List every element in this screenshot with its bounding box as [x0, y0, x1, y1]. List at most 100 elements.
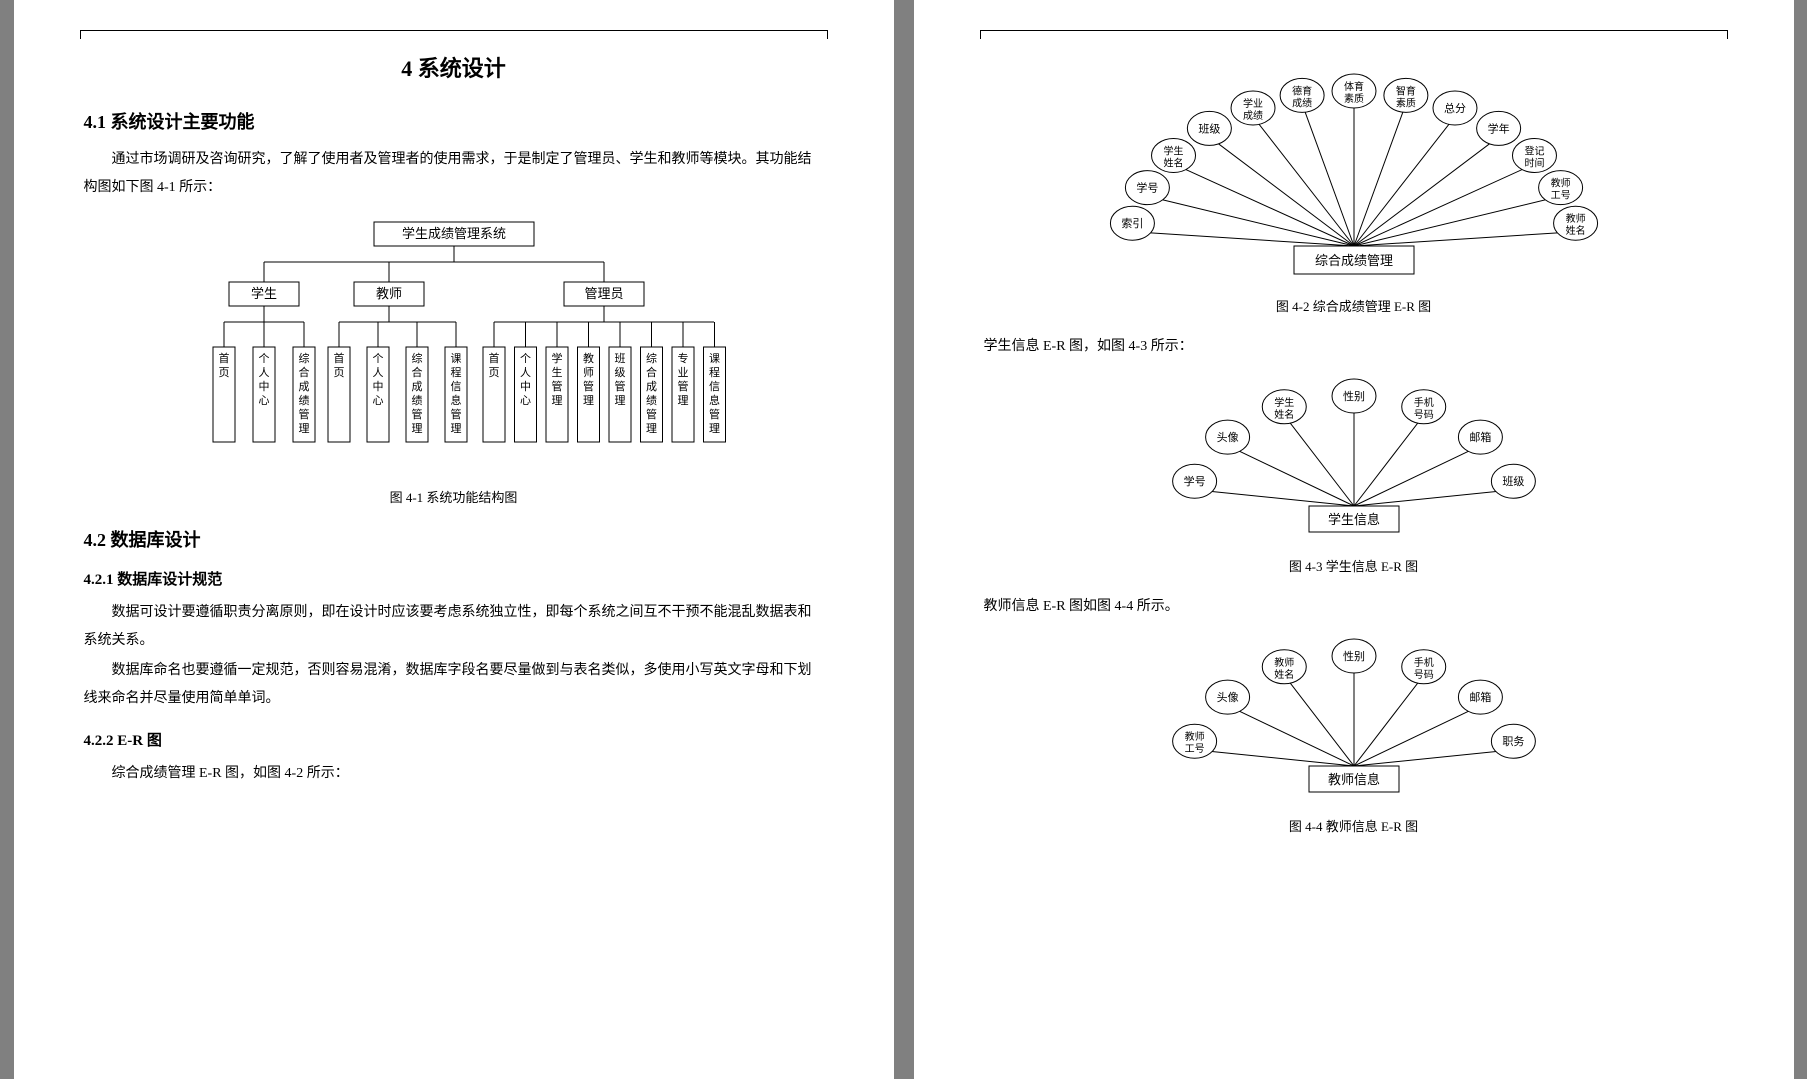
svg-text:教师: 教师: [1274, 656, 1294, 669]
svg-text:页: 页: [488, 367, 499, 379]
svg-text:程: 程: [709, 366, 720, 379]
svg-text:工号: 工号: [1184, 743, 1204, 755]
svg-text:首: 首: [488, 351, 499, 365]
figure-4-3-caption: 图 4-3 学生信息 E-R 图: [984, 556, 1724, 575]
svg-text:绩: 绩: [411, 394, 422, 407]
svg-text:专: 专: [677, 351, 688, 365]
svg-text:成绩: 成绩: [1292, 96, 1312, 109]
svg-text:理: 理: [709, 422, 720, 435]
svg-text:教师: 教师: [1550, 177, 1570, 190]
er-4-3-center: 学生信息: [1309, 506, 1399, 532]
para-4-2-1b: 数据库命名也要遵循一定规范，否则容易混淆，数据库字段名要尽量做到与表名类似，多使…: [84, 657, 824, 713]
svg-text:理: 理: [614, 394, 625, 407]
section-4-1: 4.1 系统设计主要功能: [84, 108, 824, 134]
svg-text:学: 学: [551, 351, 562, 365]
tree-node-teacher: 教师: [354, 282, 424, 306]
svg-text:职务: 职务: [1502, 735, 1524, 748]
svg-text:素质: 素质: [1395, 96, 1415, 109]
svg-text:手机: 手机: [1413, 656, 1433, 669]
svg-text:教师: 教师: [1565, 212, 1585, 225]
svg-text:业: 业: [677, 366, 688, 379]
svg-text:索引: 索引: [1121, 216, 1143, 230]
figure-4-4-caption: 图 4-4 教师信息 E-R 图: [984, 816, 1724, 835]
svg-text:管理员: 管理员: [584, 286, 623, 301]
svg-text:管: 管: [298, 407, 309, 421]
svg-text:管: 管: [614, 379, 625, 393]
figure-4-1: 学生成绩管理系统 学生 教师 管理员: [84, 217, 824, 477]
para-4-2-1a: 数据可设计要遵循职责分离原则，即在设计时应该要考虑系统独立性，即每个系统之间互不…: [84, 599, 824, 655]
svg-text:理: 理: [551, 394, 562, 407]
svg-text:素质: 素质: [1344, 92, 1364, 105]
svg-text:登记: 登记: [1524, 144, 1544, 157]
svg-text:人: 人: [372, 366, 383, 379]
svg-text:综: 综: [298, 351, 309, 365]
svg-text:管: 管: [646, 407, 657, 421]
svg-text:学号: 学号: [1183, 474, 1205, 488]
svg-text:生: 生: [551, 365, 562, 379]
svg-text:姓名: 姓名: [1274, 668, 1294, 681]
svg-text:人: 人: [520, 366, 531, 379]
section-4-2: 4.2 数据库设计: [84, 526, 824, 552]
svg-text:成绩: 成绩: [1243, 109, 1263, 122]
svg-text:理: 理: [583, 394, 594, 407]
svg-text:学生: 学生: [1163, 144, 1183, 157]
er-4-4-svg: 教师工号头像教师姓名性别手机号码邮箱职务 教师信息: [1144, 631, 1564, 801]
svg-text:成: 成: [646, 380, 657, 393]
tree-node-admin: 管理员: [564, 282, 644, 306]
figure-4-1-caption: 图 4-1 系统功能结构图: [84, 487, 824, 506]
svg-text:头像: 头像: [1216, 431, 1238, 444]
svg-text:中: 中: [520, 380, 531, 393]
svg-text:个: 个: [258, 352, 269, 365]
svg-text:管: 管: [551, 379, 562, 393]
svg-text:姓名: 姓名: [1163, 156, 1183, 169]
svg-text:邮箱: 邮箱: [1469, 430, 1491, 444]
tree-root-label: 学生成绩管理系统: [401, 226, 505, 241]
svg-text:中: 中: [258, 380, 269, 393]
svg-text:人: 人: [258, 366, 269, 379]
svg-text:信: 信: [709, 380, 720, 393]
svg-text:班级: 班级: [1502, 475, 1524, 488]
svg-text:性别: 性别: [1343, 649, 1365, 663]
svg-text:理: 理: [450, 422, 461, 435]
svg-text:学业: 学业: [1243, 97, 1263, 110]
svg-text:课: 课: [709, 352, 720, 365]
svg-text:个: 个: [520, 352, 531, 365]
svg-text:综: 综: [646, 351, 657, 365]
er-4-4-center: 教师信息: [1309, 766, 1399, 792]
svg-text:德育: 德育: [1292, 84, 1312, 97]
er-4-2-svg: 索引学号学生姓名班级学业成绩德育成绩体育素质智育素质总分学年登记时间教师工号教师…: [1074, 51, 1634, 281]
er-4-3-svg: 学号头像学生姓名性别手机号码邮箱班级 学生信息: [1144, 371, 1564, 541]
svg-text:课: 课: [450, 352, 461, 365]
svg-text:合: 合: [411, 365, 422, 379]
svg-text:师: 师: [583, 366, 594, 379]
svg-text:班: 班: [614, 352, 625, 365]
svg-text:理: 理: [411, 422, 422, 435]
svg-text:综: 综: [411, 351, 422, 365]
svg-text:息: 息: [450, 393, 461, 407]
svg-text:管: 管: [709, 407, 720, 421]
svg-text:息: 息: [709, 393, 720, 407]
page-header-rule: [84, 30, 824, 31]
para-4-3-intro: 学生信息 E-R 图，如图 4-3 所示：: [984, 333, 1724, 361]
page-header-rule: [984, 30, 1724, 31]
svg-text:手机: 手机: [1413, 396, 1433, 409]
svg-text:管: 管: [450, 407, 461, 421]
svg-text:学生: 学生: [1274, 396, 1294, 409]
svg-text:页: 页: [218, 367, 229, 379]
left-page: 4 系统设计 4.1 系统设计主要功能 通过市场调研及咨询研究，了解了使用者及管…: [14, 0, 894, 1079]
svg-text:学生: 学生: [250, 286, 276, 301]
svg-text:号码: 号码: [1413, 409, 1433, 421]
svg-text:体育: 体育: [1344, 80, 1364, 93]
svg-text:合: 合: [646, 365, 657, 379]
svg-text:个: 个: [372, 352, 383, 365]
svg-text:总分: 总分: [1443, 101, 1465, 115]
svg-text:成: 成: [298, 380, 309, 393]
svg-text:智育: 智育: [1395, 84, 1415, 97]
figure-4-2-caption: 图 4-2 综合成绩管理 E-R 图: [984, 296, 1724, 315]
svg-text:学生信息: 学生信息: [1327, 512, 1379, 527]
svg-text:管: 管: [583, 379, 594, 393]
svg-text:教: 教: [583, 352, 594, 365]
svg-text:教师: 教师: [375, 286, 401, 301]
svg-text:心: 心: [372, 394, 383, 407]
er-4-2-center: 综合成绩管理: [1294, 246, 1414, 274]
